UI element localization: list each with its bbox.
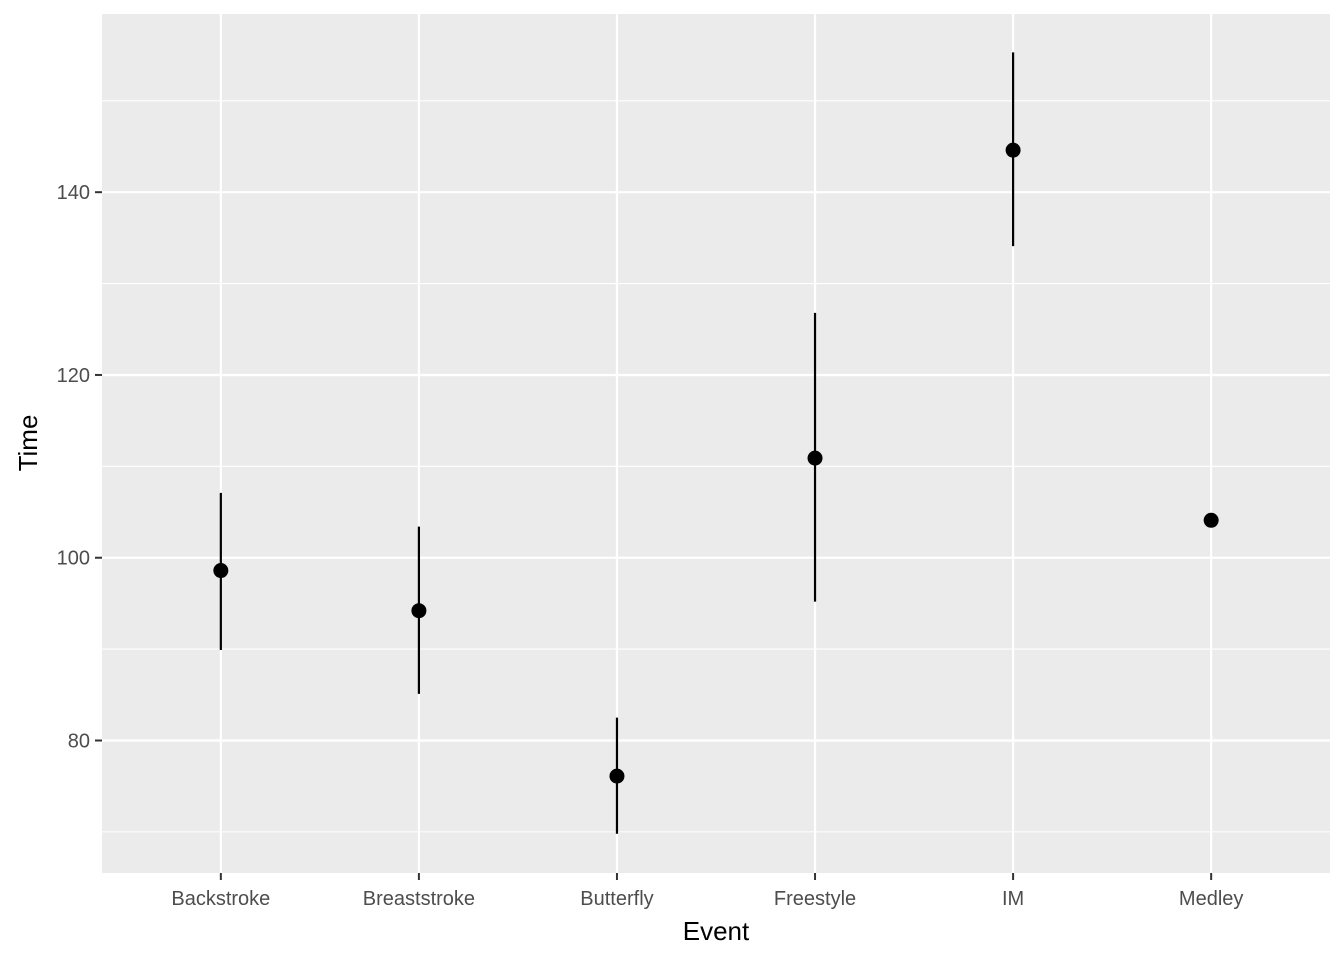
x-axis-title: Event (683, 916, 750, 946)
plot-panel (102, 14, 1330, 873)
data-marks (213, 52, 1219, 834)
x-tick-label: Freestyle (774, 888, 856, 910)
y-tick-label: 120 (57, 365, 90, 387)
x-tick-label: Butterfly (580, 888, 653, 910)
x-tick-label: Medley (1179, 888, 1243, 910)
y-tick-label: 140 (57, 182, 90, 204)
y-axis: 80 100 120 140 (57, 182, 102, 752)
mean-point (807, 450, 823, 466)
x-tick-label: Breaststroke (363, 888, 475, 910)
mean-point (609, 768, 625, 784)
minor-gridlines (102, 100, 1330, 833)
mean-point (411, 603, 427, 619)
mean-point (213, 563, 229, 579)
y-axis-title: Time (13, 415, 43, 472)
y-tick-label: 100 (57, 548, 90, 570)
x-axis: Backstroke Breaststroke Butterfly Freestyle… (171, 873, 1243, 910)
x-tick-label: IM (1002, 888, 1024, 910)
mean-point (1203, 512, 1219, 528)
y-tick-label: 80 (68, 730, 90, 752)
mean-point (1005, 142, 1021, 158)
x-tick-label: Backstroke (171, 888, 270, 910)
